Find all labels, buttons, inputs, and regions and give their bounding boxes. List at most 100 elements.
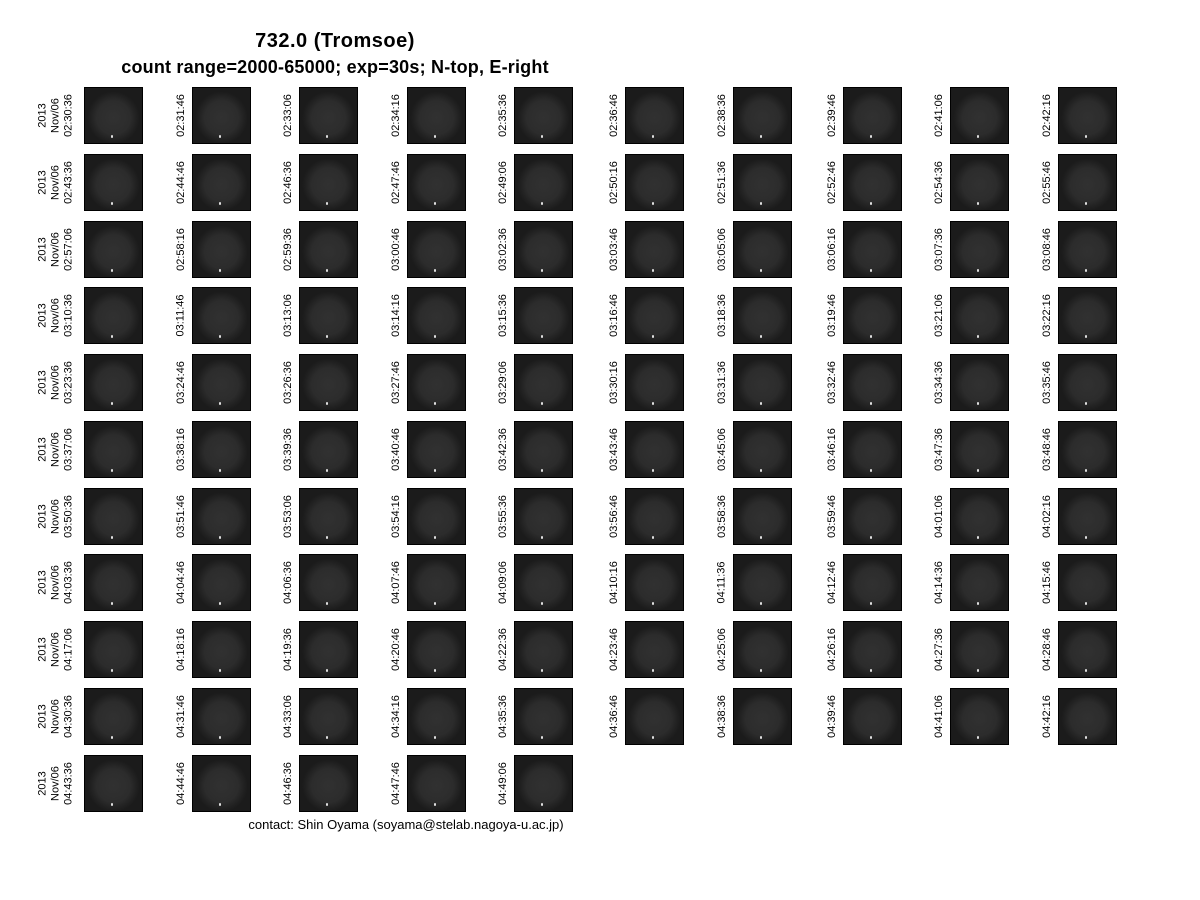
star-dot <box>111 469 114 473</box>
sky-disc <box>408 689 465 744</box>
time-text: 04:35:36 <box>496 695 509 738</box>
frame-time-label: 03:06:16 <box>823 221 841 278</box>
star-dot <box>326 335 329 339</box>
frame-time-label: 03:11:46 <box>172 287 190 344</box>
sky-disc <box>193 756 250 811</box>
star-dot <box>760 135 763 139</box>
star-dot <box>434 602 437 606</box>
figure-title: 732.0 (Tromsoe) <box>255 30 415 52</box>
frame-image <box>950 421 1009 478</box>
date-day-text: Nov/06 <box>49 98 62 133</box>
time-text: 04:42:16 <box>1040 695 1053 738</box>
frame-time-label: 04:46:36 <box>279 755 297 812</box>
frame-image <box>843 287 902 344</box>
frame-image <box>843 221 902 278</box>
frame-image <box>843 554 902 611</box>
date-year-text: 2013 <box>36 637 49 662</box>
time-text: 03:03:46 <box>607 228 620 271</box>
sky-disc <box>844 555 901 610</box>
star-dot <box>1085 536 1088 540</box>
frame-time-label: 03:39:36 <box>279 421 297 478</box>
time-text: 04:07:46 <box>389 561 402 604</box>
frame-image <box>514 688 573 745</box>
date-year-text: 2013 <box>36 704 49 729</box>
time-text: 03:54:16 <box>389 495 402 538</box>
sky-disc <box>1059 355 1116 410</box>
frame-time-label: 03:26:36 <box>279 354 297 411</box>
star-dot <box>870 602 873 606</box>
frame-image <box>625 421 684 478</box>
time-text: 03:13:06 <box>281 294 294 337</box>
frame-datetime-label: 2013 Nov/06 04:17:06 <box>32 621 80 678</box>
star-dot <box>111 135 114 139</box>
date-day-text: Nov/06 <box>49 766 62 801</box>
frame-image <box>843 87 902 144</box>
sky-disc <box>626 422 683 477</box>
time-text: 03:23:36 <box>62 361 75 404</box>
time-text: 03:55:36 <box>496 495 509 538</box>
time-text: 03:47:36 <box>932 428 945 471</box>
sky-disc <box>844 88 901 143</box>
star-dot <box>977 469 980 473</box>
sky-disc <box>1059 622 1116 677</box>
star-dot <box>870 669 873 673</box>
star-dot <box>977 669 980 673</box>
frame-time-label: 04:31:46 <box>172 688 190 745</box>
star-dot <box>326 269 329 273</box>
time-text: 02:55:46 <box>1040 161 1053 204</box>
time-text: 03:39:36 <box>281 428 294 471</box>
star-dot <box>219 669 222 673</box>
time-text: 04:02:16 <box>1040 495 1053 538</box>
sky-disc <box>734 689 791 744</box>
frame-image <box>514 221 573 278</box>
star-dot <box>541 536 544 540</box>
star-dot <box>434 269 437 273</box>
sky-disc <box>515 288 572 343</box>
time-text: 02:35:36 <box>496 94 509 137</box>
time-text: 04:09:06 <box>496 561 509 604</box>
sky-disc <box>193 88 250 143</box>
sky-disc <box>951 422 1008 477</box>
frame-time-label: 02:49:06 <box>494 154 512 211</box>
star-dot <box>760 402 763 406</box>
time-text: 03:34:36 <box>932 361 945 404</box>
sky-disc <box>300 555 357 610</box>
frame-time-label: 03:58:36 <box>713 488 731 545</box>
frame-image <box>950 221 1009 278</box>
frame-image <box>950 688 1009 745</box>
time-text: 02:46:36 <box>281 161 294 204</box>
sky-disc <box>734 155 791 210</box>
time-text: 02:41:06 <box>932 94 945 137</box>
frame-time-label: 02:47:46 <box>387 154 405 211</box>
time-text: 03:11:46 <box>174 294 187 337</box>
star-dot <box>870 736 873 740</box>
frame-image <box>407 87 466 144</box>
frame-time-label: 04:12:46 <box>823 554 841 611</box>
star-dot <box>541 269 544 273</box>
frame-image <box>843 688 902 745</box>
star-dot <box>326 803 329 807</box>
frame-datetime-label: 2013 Nov/06 04:03:36 <box>32 554 80 611</box>
frame-image <box>407 221 466 278</box>
time-text: 02:30:36 <box>62 94 75 137</box>
star-dot <box>760 335 763 339</box>
time-text: 04:38:36 <box>715 695 728 738</box>
frame-time-label: 03:45:06 <box>713 421 731 478</box>
frame-image <box>192 87 251 144</box>
frame-time-label: 04:19:36 <box>279 621 297 678</box>
frame-image <box>950 87 1009 144</box>
frame-image <box>733 154 792 211</box>
frame-image <box>733 421 792 478</box>
sky-disc <box>408 155 465 210</box>
sky-disc <box>951 222 1008 277</box>
date-day-text: Nov/06 <box>49 565 62 600</box>
frame-time-label: 03:47:36 <box>930 421 948 478</box>
frame-time-label: 03:05:06 <box>713 221 731 278</box>
sky-disc <box>734 489 791 544</box>
frame-image <box>733 621 792 678</box>
sky-disc <box>734 422 791 477</box>
date-year-text: 2013 <box>36 771 49 796</box>
time-text: 02:51:36 <box>715 161 728 204</box>
sky-disc <box>515 689 572 744</box>
